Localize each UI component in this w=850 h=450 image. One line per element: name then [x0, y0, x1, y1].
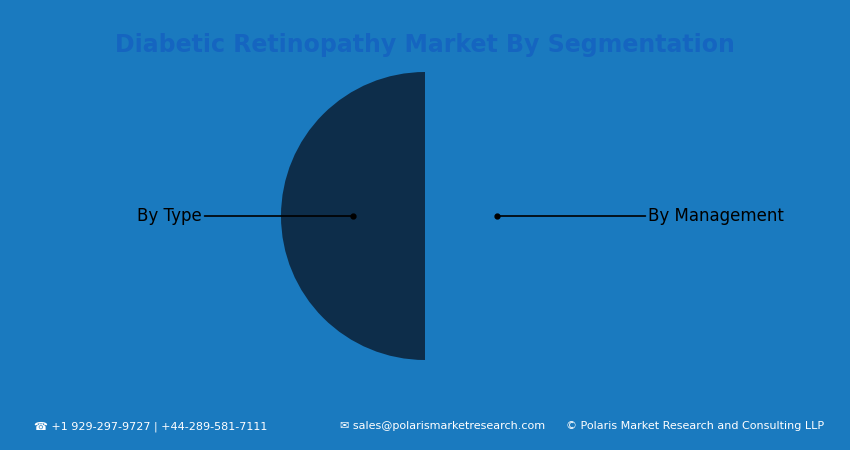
Text: ✉ sales@polarismarketresearch.com: ✉ sales@polarismarketresearch.com — [340, 421, 545, 432]
Text: By Management: By Management — [497, 207, 784, 225]
Wedge shape — [281, 72, 425, 360]
Text: Diabetic Retinopathy Market By Segmentation: Diabetic Retinopathy Market By Segmentat… — [115, 32, 735, 57]
Text: ☎ +1 929-297-9727 | +44-289-581-7111: ☎ +1 929-297-9727 | +44-289-581-7111 — [34, 421, 268, 432]
Text: © Polaris Market Research and Consulting LLP: © Polaris Market Research and Consulting… — [566, 421, 824, 432]
Text: By Type: By Type — [137, 207, 353, 225]
Wedge shape — [425, 72, 569, 360]
